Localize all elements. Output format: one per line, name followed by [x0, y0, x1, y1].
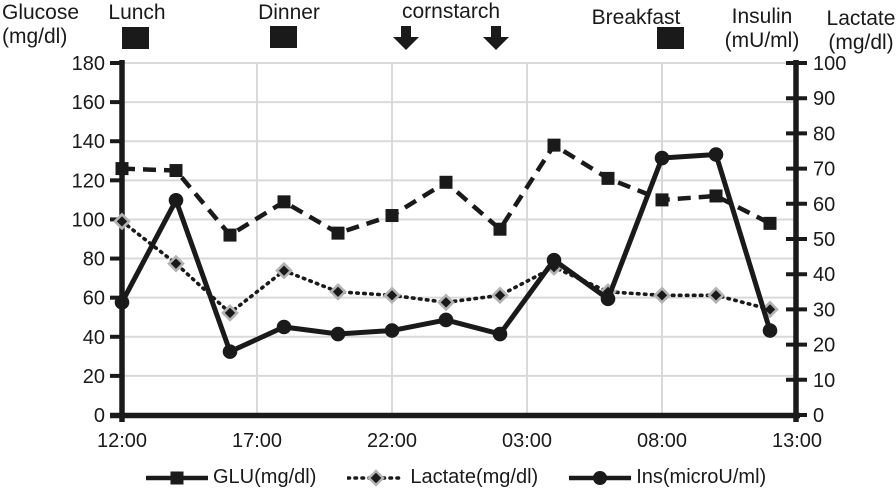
left-axis-tick-label: 60 — [83, 288, 105, 310]
insulin-axis-title: Insulin (mU/ml) — [720, 5, 804, 53]
left-axis-tick-label: 120 — [72, 170, 105, 192]
series-glu-marker — [493, 222, 507, 236]
series-glu-marker — [223, 228, 237, 242]
lactate-series-swatch-icon — [347, 468, 406, 487]
series-lactate-marker — [167, 254, 185, 273]
legend-label-glu: GLU(mg/dl) — [213, 466, 317, 488]
left-axis-tick-label: 0 — [94, 405, 105, 427]
series-glu-marker — [547, 138, 561, 152]
lactate-axis-title-line2: (mg/dl) — [828, 31, 894, 54]
x-axis-tick-label: 08:00 — [637, 430, 687, 452]
series-glu-marker — [709, 189, 723, 203]
series-ins-marker — [114, 295, 130, 310]
glu-series-swatch-icon — [146, 471, 208, 484]
series-lactate-marker — [437, 293, 455, 312]
chart-legend: GLU(mg/dl) Lactate(mg/dl) Ins(microU/ml) — [146, 466, 766, 489]
series-lactate-marker — [113, 212, 131, 231]
lunch-marker-square-icon — [122, 27, 149, 49]
right-axis-tick-label: 60 — [813, 194, 835, 216]
lactate-axis-title: Lactate (mg/dl) — [826, 7, 896, 55]
series-lactate — [113, 212, 779, 322]
x-axis-tick-label: 03:00 — [502, 430, 552, 452]
series-ins-marker — [708, 147, 724, 162]
axis-labels: 1801601401201008060402001009080706050403… — [72, 53, 847, 452]
series-glu-marker — [277, 195, 291, 209]
left-axis-tick-label: 40 — [83, 327, 105, 349]
left-axis-title-line1: Glucose — [2, 1, 80, 24]
right-axis-tick-label: 0 — [813, 405, 824, 427]
left-axis-tick-label: 140 — [72, 131, 105, 153]
left-axis-title-line2: (mg/dl) — [2, 25, 68, 48]
legend-item-lactate: Lactate(mg/dl) — [347, 466, 538, 489]
series-glu — [115, 138, 777, 242]
legend-label-lactate: Lactate(mg/dl) — [410, 466, 539, 488]
plot-area: 1801601401201008060402001009080706050403… — [72, 53, 847, 452]
x-axis-tick-label: 17:00 — [232, 430, 282, 452]
right-axis-tick-label: 20 — [813, 335, 835, 357]
breakfast-marker-square-icon — [657, 27, 684, 49]
series-glu-marker — [763, 216, 777, 230]
series-ins — [114, 147, 778, 359]
right-axis-tick-label: 90 — [813, 88, 835, 110]
right-axis-tick-label: 10 — [813, 370, 835, 392]
series-ins-marker — [654, 150, 670, 166]
series-ins-marker — [762, 323, 778, 338]
legend-item-glu: GLU(mg/dl) — [146, 466, 316, 489]
right-axis-tick-label: 100 — [813, 53, 846, 75]
right-axis-tick-label: 50 — [813, 229, 835, 251]
axes — [110, 60, 807, 422]
x-axis-tick-label: 12:00 — [97, 430, 147, 452]
legend-item-ins: Ins(microU/ml) — [569, 466, 766, 489]
series-lactate-marker — [491, 286, 509, 305]
right-axis-tick-label: 80 — [813, 123, 835, 145]
series-lactate-marker — [275, 261, 293, 280]
cornstarch-arrow-down-icon — [482, 26, 510, 50]
series-ins-marker — [276, 319, 292, 335]
series-ins-marker — [492, 326, 508, 342]
x-axis-tick-label: 22:00 — [367, 430, 417, 452]
series-ins-marker — [546, 252, 562, 268]
series-ins-marker — [384, 323, 400, 338]
legend-label-ins: Ins(microU/ml) — [636, 466, 767, 488]
series-glu-marker — [169, 164, 183, 178]
right-axis-tick-label: 40 — [813, 264, 835, 286]
series-glu-marker — [115, 162, 129, 176]
ins-series-swatch-icon — [569, 470, 632, 485]
series-ins-marker — [330, 326, 346, 342]
series-lactate-marker — [329, 282, 347, 301]
series-lactate-marker — [383, 286, 401, 305]
annotation-dinner-label: Dinner — [258, 1, 320, 24]
series-glu-marker — [385, 209, 399, 223]
series-glu-marker — [439, 175, 453, 189]
annotation-lunch-label: Lunch — [108, 1, 166, 24]
left-axis-title: Glucose (mg/dl) — [2, 1, 79, 49]
lactate-axis-title-line1: Lactate — [826, 7, 896, 30]
insulin-axis-title-line2: (mU/ml) — [724, 29, 800, 52]
cornstarch-arrow-down-icon — [392, 26, 420, 50]
left-axis-tick-label: 20 — [83, 366, 105, 388]
series-glu-marker — [331, 226, 345, 240]
series-glu-marker — [601, 171, 615, 185]
series-ins-marker — [168, 192, 184, 208]
right-axis-tick-label: 30 — [813, 299, 835, 321]
insulin-axis-title-line1: Insulin — [731, 5, 793, 28]
right-axis-tick-label: 70 — [813, 159, 835, 181]
series-ins-marker — [600, 291, 616, 307]
series-glu-marker — [655, 193, 669, 207]
x-axis-tick-label: 13:00 — [772, 430, 822, 452]
series-lactate-marker — [221, 304, 239, 322]
series-lactate-marker — [707, 286, 725, 305]
left-axis-tick-label: 80 — [83, 249, 105, 271]
left-axis-tick-label: 180 — [72, 53, 105, 75]
dinner-marker-square-icon — [270, 26, 297, 48]
series-ins-marker — [438, 312, 454, 328]
left-axis-tick-label: 100 — [72, 209, 105, 231]
series-ins-marker — [222, 344, 238, 359]
annotation-breakfast-label: Breakfast — [591, 6, 681, 29]
series-lactate-marker — [653, 286, 671, 305]
annotation-cornstarch-label: cornstarch — [401, 0, 501, 23]
left-axis-tick-label: 160 — [72, 92, 105, 114]
gridlines — [121, 62, 798, 416]
